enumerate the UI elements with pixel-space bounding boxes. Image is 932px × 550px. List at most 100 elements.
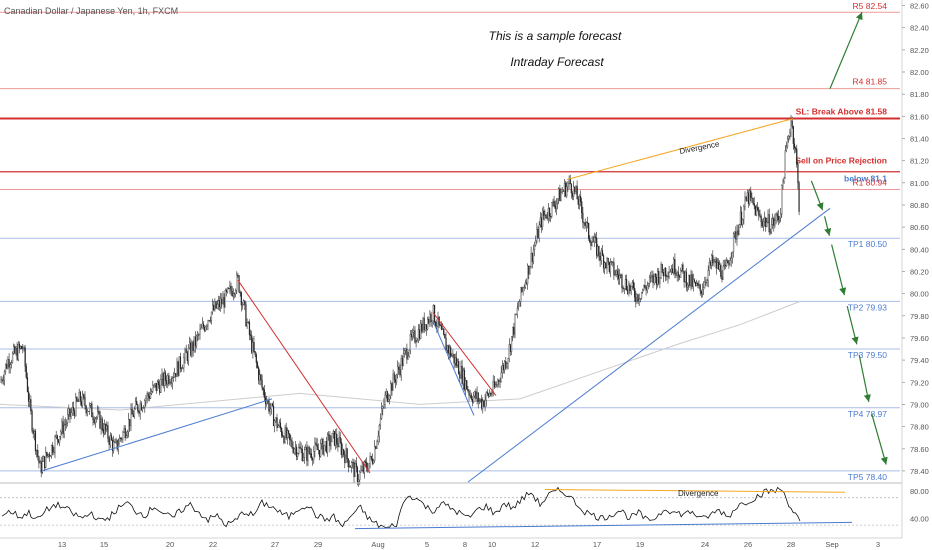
candle-body: [531, 252, 533, 262]
candle-body: [475, 391, 477, 400]
candle-body: [39, 461, 41, 464]
candle-body: [570, 183, 572, 194]
forecast-arrow: [846, 306, 859, 345]
candle-body: [231, 290, 233, 297]
trendline-support: [41, 398, 273, 472]
candle-body: [639, 298, 641, 300]
candle-body: [439, 324, 441, 326]
candle-body: [762, 221, 765, 227]
candle-body: [266, 401, 268, 405]
candle-body: [300, 447, 302, 450]
candle-body: [579, 196, 582, 202]
candle-body: [316, 444, 318, 450]
candle-body: [479, 398, 482, 401]
candle-body: [335, 433, 337, 446]
candle-body: [578, 196, 581, 205]
candle-body: [76, 397, 78, 402]
candle-body: [414, 330, 416, 343]
candle-body: [360, 469, 362, 473]
candle-body: [218, 300, 221, 308]
candle-body: [559, 188, 561, 202]
candle-body: [174, 373, 176, 378]
candle-body: [223, 297, 225, 308]
candle-body: [459, 373, 461, 379]
candle-body: [473, 395, 475, 403]
forecast-arrow: [858, 354, 871, 403]
candle-body: [192, 342, 194, 351]
time-tick-label: 24: [701, 540, 709, 549]
candle-body: [271, 403, 274, 407]
candle-body: [516, 307, 518, 315]
candle-body: [776, 213, 778, 217]
candle-body: [446, 345, 448, 351]
candle-body: [786, 138, 789, 147]
candle-body: [793, 143, 796, 149]
candle-body: [711, 255, 713, 266]
candle-body: [692, 279, 694, 287]
candle-body: [78, 391, 80, 402]
candle-body: [674, 259, 676, 274]
candle-body: [159, 384, 161, 393]
candle-body: [574, 186, 576, 192]
candle-body: [662, 272, 664, 277]
candle-body: [712, 255, 714, 264]
candle-body: [683, 270, 685, 283]
candle-body: [675, 273, 677, 276]
candle-body: [696, 283, 698, 286]
candle-body: [291, 440, 293, 448]
candle-body: [147, 393, 149, 397]
candle-body: [398, 366, 400, 370]
candle-body: [527, 265, 529, 284]
candle-body: [130, 408, 132, 427]
candle-body: [636, 294, 638, 302]
candle-body: [79, 391, 81, 402]
candle-body: [798, 182, 800, 212]
candle-body: [164, 372, 167, 381]
candle-body: [581, 201, 583, 213]
candle-body: [210, 311, 213, 321]
candle-body: [736, 230, 738, 240]
candle-body: [682, 264, 684, 272]
candle-body: [326, 434, 329, 453]
price-tick-label: 82.00: [910, 68, 929, 77]
candle-body: [646, 285, 648, 291]
candle-body: [504, 361, 506, 371]
level-label: below 81.1: [844, 174, 887, 184]
price-tick-label: 80.40: [910, 245, 929, 254]
candle-body: [68, 408, 70, 415]
candle-body: [52, 445, 54, 453]
candle-body: [186, 352, 188, 361]
candle-body: [163, 372, 165, 387]
candle-body: [157, 381, 160, 386]
candle-body: [562, 190, 564, 192]
candle-body: [293, 448, 295, 453]
candle-body: [253, 342, 255, 352]
candle-body: [620, 274, 622, 276]
candle-body: [392, 373, 394, 391]
trendline-support: [467, 207, 831, 483]
candle-body: [371, 458, 374, 464]
candle-body: [698, 284, 700, 286]
candle-body: [395, 374, 398, 383]
candle-body: [755, 207, 758, 216]
candle-body: [566, 186, 568, 197]
candle-body: [444, 334, 446, 339]
candle-body: [481, 398, 483, 409]
candle-body: [235, 290, 237, 295]
candle-body: [390, 383, 392, 396]
candle-body: [621, 274, 623, 288]
candle-body: [54, 436, 56, 453]
candle-body: [57, 439, 60, 443]
candle-body: [681, 264, 683, 271]
candle-body: [108, 438, 110, 445]
candle-body: [282, 435, 284, 437]
candle-body: [521, 287, 523, 292]
candle-body: [507, 358, 509, 364]
candle-body: [100, 418, 102, 429]
candle-body: [722, 266, 724, 280]
time-tick-label: 10: [488, 540, 496, 549]
candle-body: [407, 355, 409, 360]
candle-body: [415, 341, 417, 343]
candle-body: [375, 446, 377, 449]
candle-body: [757, 207, 759, 211]
